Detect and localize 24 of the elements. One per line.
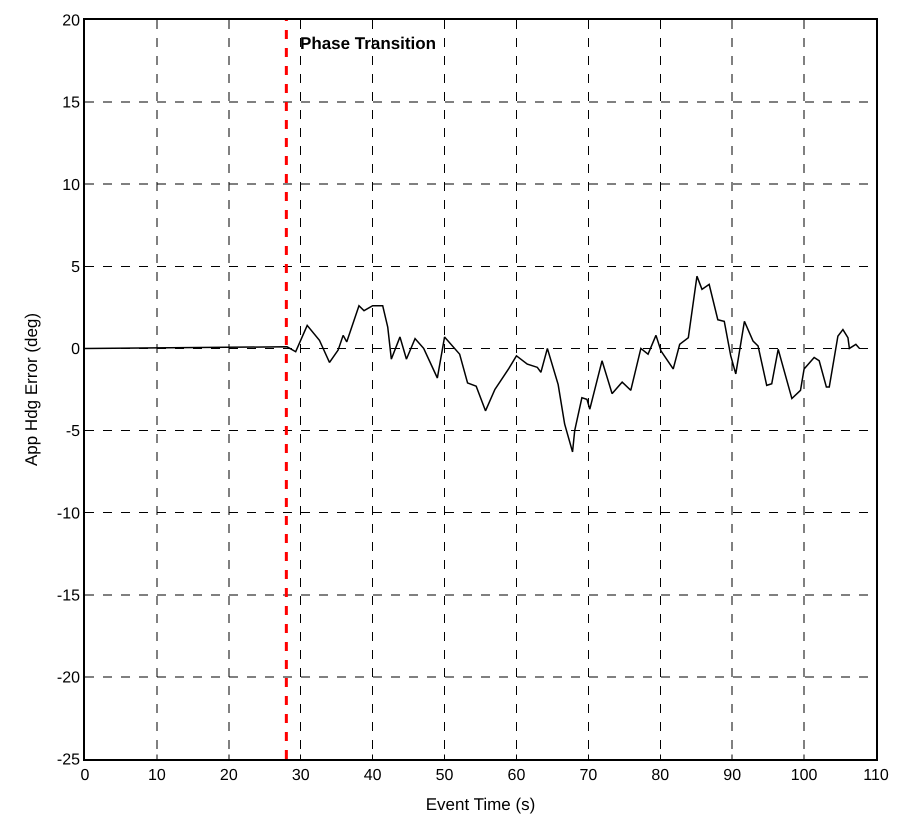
y-tick-label: -20 <box>56 669 80 686</box>
x-tick-label: 60 <box>508 766 526 784</box>
x-tick-label: 110 <box>863 766 889 784</box>
y-tick-label: -5 <box>66 423 80 440</box>
y-tick-label: -10 <box>56 505 80 522</box>
ref-line-label: Phase Transition <box>300 34 436 53</box>
y-tick-label: 20 <box>62 12 80 30</box>
x-axis-title: Event Time (s) <box>426 794 536 814</box>
x-tick-label: 90 <box>723 766 742 784</box>
y-tick-label: -25 <box>56 752 80 769</box>
x-tick-label: 20 <box>220 766 238 784</box>
y-axis-title: App Hdg Error (deg) <box>22 312 41 466</box>
x-tick-label: 70 <box>579 766 598 784</box>
x-tick-label: 30 <box>292 766 310 784</box>
x-tick-label: 80 <box>651 766 670 784</box>
x-tick-label: 10 <box>148 766 166 784</box>
y-tick-label: -15 <box>56 587 80 604</box>
x-tick-label: 100 <box>790 766 818 784</box>
y-tick-label: 10 <box>62 176 80 194</box>
x-tick-label: 50 <box>436 766 454 784</box>
x-tick-label: 40 <box>364 766 382 784</box>
y-tick-label: 5 <box>71 258 80 276</box>
y-tick-label: 0 <box>71 341 80 358</box>
y-tick-label: 15 <box>62 94 80 112</box>
